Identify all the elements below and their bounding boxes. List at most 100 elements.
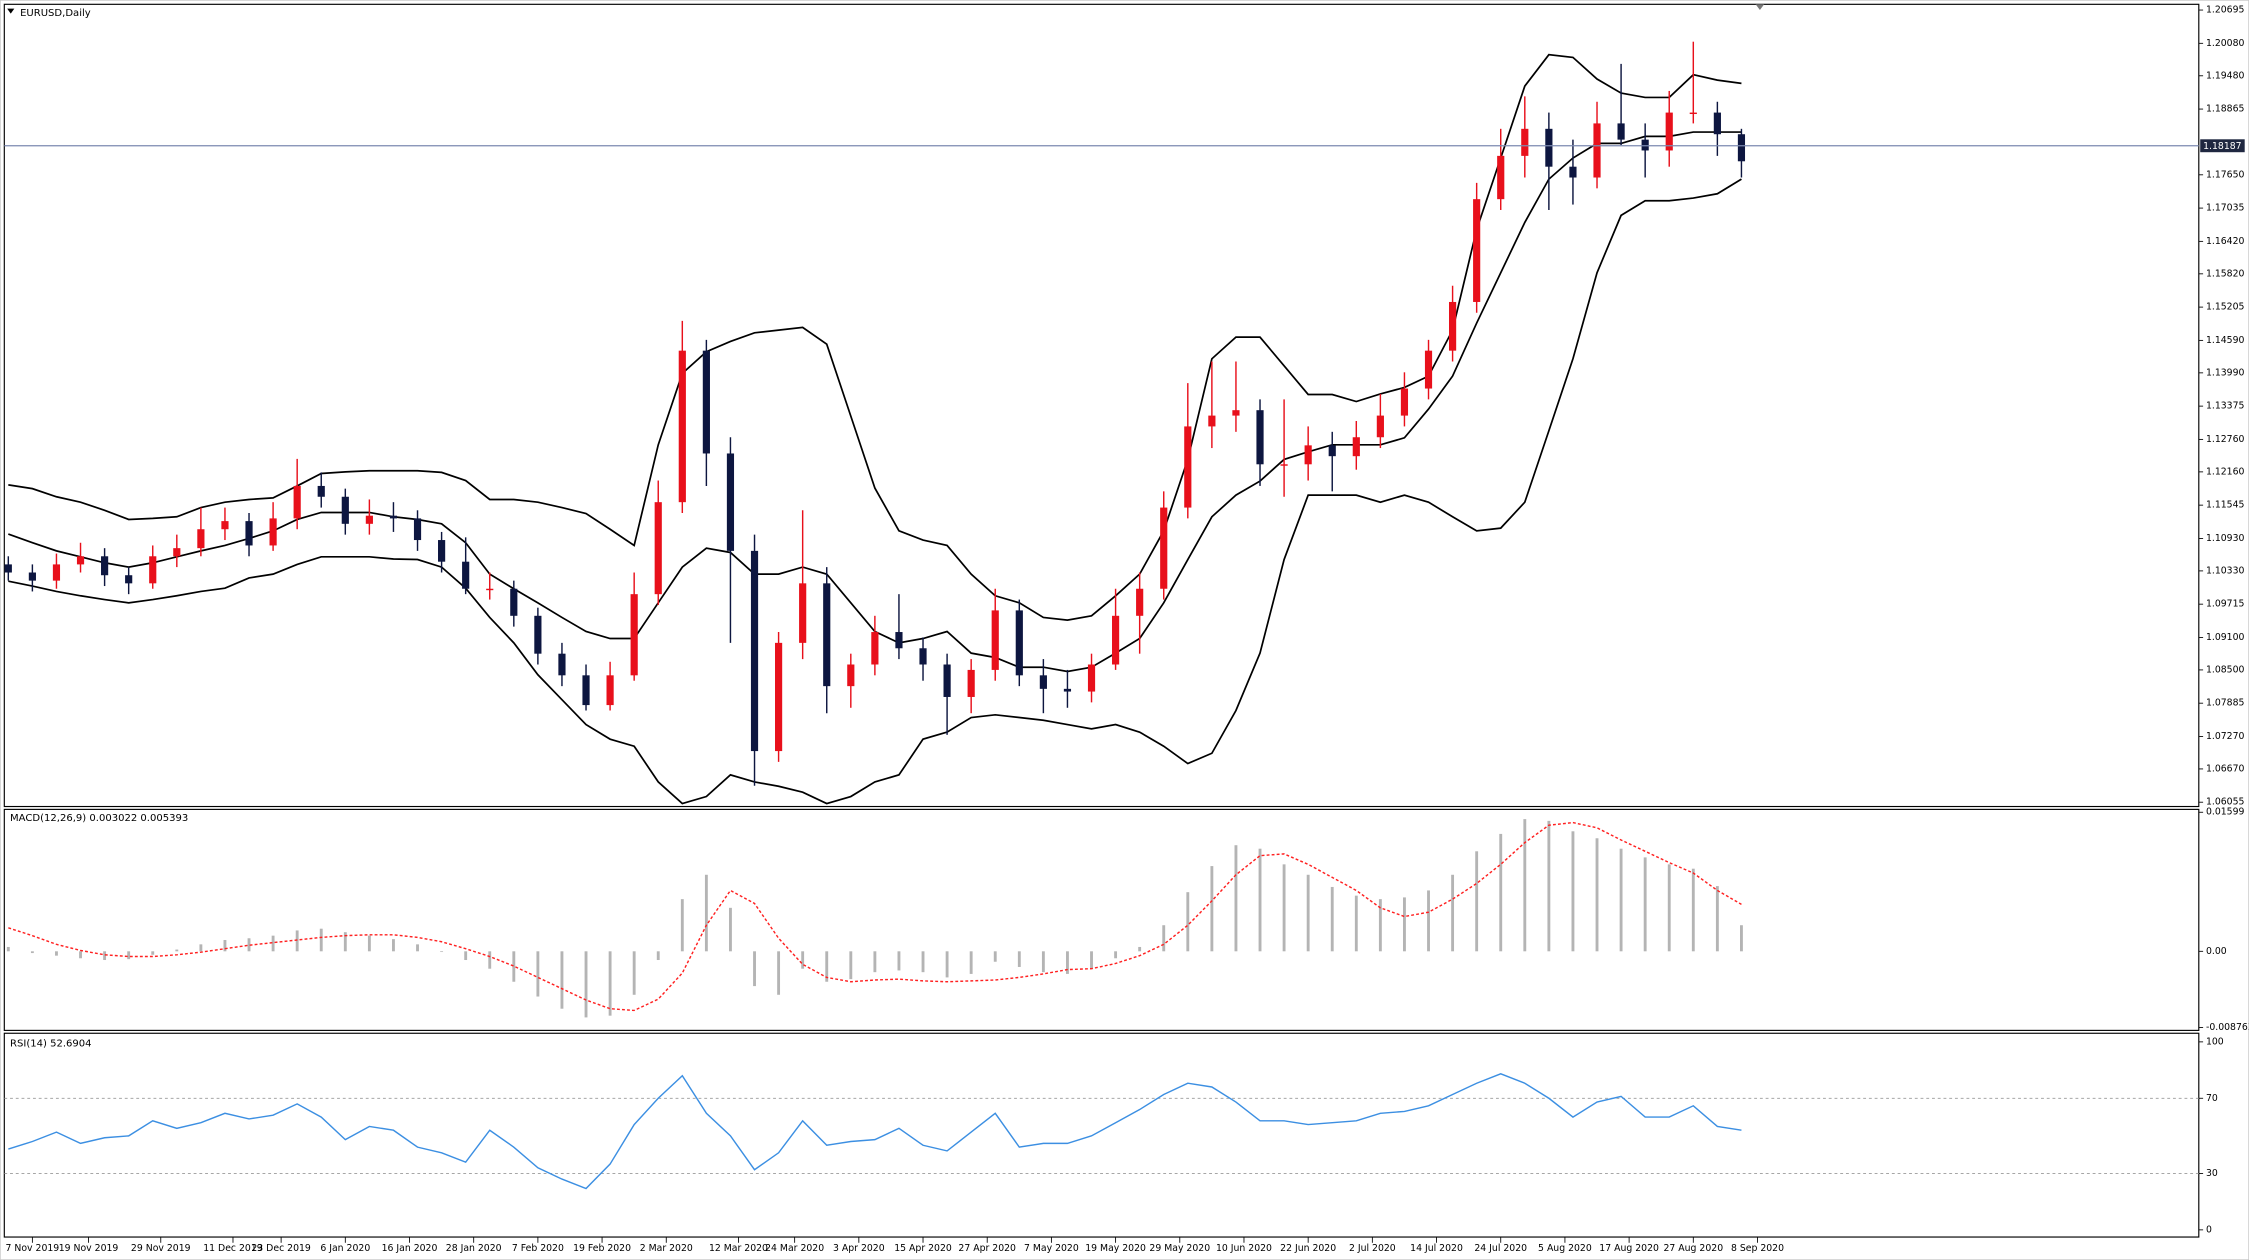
candle-body	[750, 550, 759, 752]
macd-bar	[536, 951, 540, 997]
y-tick-label: 1.10930	[2206, 533, 2245, 544]
macd-bar	[1523, 819, 1527, 952]
y-tick-label: 1.06670	[2206, 763, 2245, 774]
macd-bar	[1306, 874, 1310, 952]
macd-bar	[223, 940, 227, 952]
candle-body	[1280, 464, 1288, 466]
macd-bar	[1427, 890, 1430, 952]
candle-body	[630, 594, 638, 676]
macd-bar	[295, 930, 299, 952]
macd-bar	[127, 951, 131, 960]
macd-bar	[1643, 857, 1647, 952]
macd-bar	[1138, 946, 1142, 952]
y-tick-label: 1.07270	[2206, 731, 2245, 742]
macd-bar	[1210, 866, 1214, 952]
y-tick-label: -0.008763	[2206, 1022, 2249, 1033]
macd-bar	[873, 951, 877, 973]
candle-body	[1473, 199, 1481, 302]
macd-bar	[1595, 838, 1599, 952]
candle-body	[654, 502, 662, 595]
candle-body	[726, 453, 735, 551]
candle-body	[775, 642, 783, 752]
y-tick-label: 1.13990	[2206, 367, 2245, 378]
macd-bar	[801, 951, 805, 969]
candle-body	[1208, 415, 1216, 427]
y-tick-label: 1.12760	[2206, 434, 2245, 445]
candle-body	[1617, 123, 1625, 140]
candle-body	[317, 485, 325, 497]
panel-title: RSI(14) 52.6904	[10, 1038, 92, 1049]
macd-bar	[1667, 864, 1671, 952]
macd-bar	[777, 951, 781, 995]
macd-bar	[993, 951, 997, 962]
y-tick-label: 30	[2206, 1168, 2218, 1179]
macd-bar	[1451, 874, 1455, 952]
candle-body	[1256, 410, 1264, 465]
macd-bar	[969, 951, 973, 974]
x-tick-label: 2 Jul 2020	[1349, 1243, 1396, 1254]
x-tick-label: 24 Mar 2020	[765, 1243, 824, 1254]
macd-bar	[1619, 848, 1623, 952]
candle-body	[1449, 301, 1457, 351]
shift-marker[interactable]	[1755, 4, 1765, 11]
x-tick-label: 28 Jan 2020	[446, 1243, 502, 1254]
candle-body	[1713, 112, 1721, 135]
candle-body	[462, 561, 470, 589]
candle-body	[991, 610, 999, 670]
candle-body	[823, 583, 831, 687]
candle-body	[173, 548, 181, 557]
panel-title: MACD(12,26,9) 0.003022 0.005393	[10, 813, 188, 824]
candle-body	[4, 564, 12, 573]
x-tick-label: 19 Feb 2020	[573, 1243, 631, 1254]
x-tick-label: 11 Dec 2019	[203, 1243, 263, 1254]
y-tick-label: 1.10330	[2206, 565, 2245, 576]
macd-bar	[55, 951, 58, 956]
macd-bar	[1499, 833, 1503, 952]
y-tick-label: 1.13375	[2206, 401, 2245, 412]
candle-body	[293, 485, 301, 519]
menu-arrow[interactable]	[7, 8, 15, 14]
candle-body	[895, 632, 903, 649]
candle-body	[1665, 112, 1673, 151]
candle-body	[52, 564, 61, 581]
macd-bar	[1475, 851, 1479, 952]
candle-body	[1521, 128, 1529, 156]
candle-body	[1184, 426, 1192, 508]
candle-body	[943, 664, 951, 697]
macd-bar	[271, 935, 275, 952]
macd-bar	[1378, 899, 1382, 952]
macd-bar	[849, 951, 853, 980]
candle-body	[1641, 139, 1649, 151]
candle-body	[221, 521, 229, 530]
candle-body	[413, 518, 422, 541]
candle-body	[365, 515, 373, 524]
y-tick-label: 1.19480	[2206, 70, 2245, 81]
candle-body	[1352, 437, 1360, 457]
main-panel	[3, 3, 2200, 808]
macd-bar	[1186, 892, 1190, 952]
macd-bar	[945, 951, 949, 978]
bollinger-band	[8, 178, 1742, 805]
candle-body	[799, 583, 807, 643]
y-tick-label: 1.06055	[2206, 797, 2245, 808]
y-tick-label: 1.18865	[2206, 104, 2245, 115]
candle-body	[438, 540, 446, 562]
candle-body	[702, 350, 710, 454]
macd-bar	[729, 907, 732, 952]
candle-body	[1160, 507, 1168, 589]
macd-bar	[1691, 868, 1695, 952]
candle-body	[1136, 588, 1144, 616]
x-tick-label: 29 Nov 2019	[131, 1243, 191, 1254]
candle-body	[341, 496, 349, 524]
macd-panel	[3, 808, 2200, 1031]
macd-bar	[464, 951, 468, 961]
x-tick-label: 17 Aug 2020	[1599, 1243, 1659, 1254]
macd-bar	[1715, 886, 1719, 952]
macd-bar	[921, 951, 925, 973]
rsi-panel	[3, 1032, 2200, 1238]
y-tick-label: 1.15820	[2206, 268, 2245, 279]
candle-body	[1304, 445, 1312, 465]
macd-bar	[560, 951, 564, 1009]
candle-body	[101, 556, 109, 576]
